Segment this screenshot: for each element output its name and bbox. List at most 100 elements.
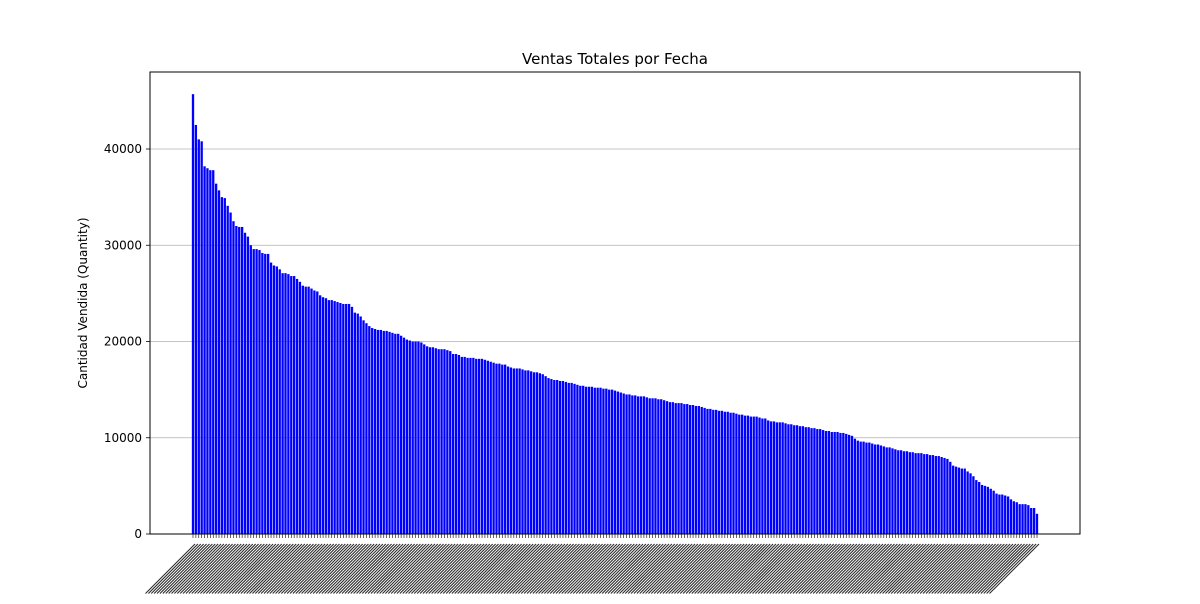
bar-243 [894,449,897,534]
x-tick-label-100 [434,543,485,594]
x-tick-label-166 [624,543,676,594]
x-tick-label-10 [174,543,225,594]
x-tick-label-268 [919,543,971,594]
bar-21 [252,249,255,534]
x-tick-label-15 [188,543,239,594]
x-tick-label-48 [283,543,335,594]
bar-236 [873,444,877,534]
x-tick-label-146 [567,543,618,594]
bar-248 [908,452,911,534]
x-tick-label-154 [590,543,641,594]
x-axis-ticks [145,534,1040,594]
x-tick-label-211 [754,543,806,594]
bar-131 [570,382,573,534]
x-tick-label-145 [564,543,615,594]
bar-178 [706,408,709,535]
x-tick-label-175 [650,543,702,594]
bar-118 [532,372,536,534]
x-tick-label-62 [324,543,375,594]
y-tick-label-3: 30000 [104,238,142,252]
x-tick-label-235 [824,543,875,594]
bar-96 [469,357,472,534]
x-tick-label-252 [873,543,924,594]
x-tick-label-91 [408,543,459,594]
x-tick-label-119 [489,543,540,594]
bar-198 [764,418,767,534]
x-tick-label-153 [587,543,638,594]
x-tick-label-266 [913,543,965,594]
x-tick-label-170 [636,543,687,594]
bar-260 [943,457,946,534]
bar-274 [983,485,987,535]
x-tick-label-123 [500,543,551,594]
bar-179 [709,408,712,535]
bar-168 [677,403,680,534]
bar-69 [391,332,394,534]
x-tick-label-292 [989,543,1040,594]
bar-41 [310,288,313,534]
bar-61 [368,326,371,534]
x-tick-label-177 [656,543,707,594]
bar-283 [1009,499,1013,534]
x-tick-label-147 [570,543,621,594]
bar-273 [980,484,984,534]
x-tick-label-162 [613,543,664,594]
x-tick-label-78 [370,543,421,594]
bar-174 [694,405,698,534]
bar-175 [697,405,700,534]
x-tick-label-160 [607,543,658,594]
x-tick-label-161 [610,543,661,594]
y-axis-ticks: 0 10000 20000 30000 40000 [104,142,150,541]
bar-237 [876,444,880,534]
bar-79 [420,342,423,534]
x-tick-label-174 [648,543,699,594]
bar-29 [275,266,278,534]
x-tick-label-24 [214,543,265,594]
bar-129 [564,381,568,534]
bar-203 [778,422,781,534]
x-tick-label-150 [578,543,629,594]
bar-148 [619,392,622,534]
x-tick-label-188 [688,543,739,594]
x-tick-label-261 [899,543,950,594]
x-tick-label-85 [390,543,442,594]
bar-231 [859,441,862,534]
x-tick-label-256 [885,543,936,594]
x-tick-label-253 [876,543,927,594]
bar-34 [290,276,293,534]
bar-192 [746,415,750,534]
x-tick-label-184 [676,543,728,594]
bar-268 [966,471,969,534]
bar-46 [324,298,328,534]
x-tick-label-232 [815,543,866,594]
x-tick-label-59 [315,543,366,594]
x-tick-label-271 [928,543,979,594]
bar-235 [871,443,874,534]
x-tick-label-190 [694,543,745,594]
x-tick-label-249 [864,543,916,594]
x-tick-label-126 [509,543,560,594]
bar-187 [732,412,735,534]
bar-4 [203,166,206,534]
x-tick-label-182 [671,543,722,594]
bar-210 [798,426,802,534]
bar-120 [538,373,541,534]
x-tick-label-192 [700,543,751,594]
x-tick-label-226 [798,543,849,594]
bar-51 [339,303,342,534]
bar-23 [258,250,261,534]
x-tick-label-131 [523,543,575,594]
x-tick-label-108 [457,543,508,594]
bars [191,94,1039,535]
bar-71 [397,333,400,534]
x-tick-label-244 [850,543,901,594]
x-tick-label-116 [480,543,531,594]
x-tick-label-242 [844,543,895,594]
x-tick-label-102 [439,543,491,594]
bar-233 [865,442,868,534]
bar-109 [506,366,510,534]
bar-74 [405,339,409,534]
x-tick-label-6 [162,543,213,594]
x-tick-label-113 [471,543,523,594]
bar-180 [712,409,715,534]
